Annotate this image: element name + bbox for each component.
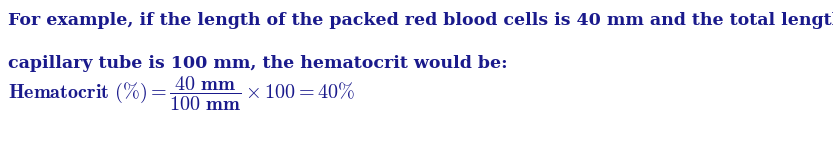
Text: $\mathbf{Hematocrit\ (\%) = \dfrac{40\ mm}{100\ mm} \times 100 = 40\%}$: $\mathbf{Hematocrit\ (\%) = \dfrac{40\ m…: [8, 74, 356, 113]
Text: For example, if the length of the packed red blood cells is 40 mm and the total : For example, if the length of the packed…: [8, 12, 833, 29]
Text: capillary tube is 100 mm, the hematocrit would be:: capillary tube is 100 mm, the hematocrit…: [8, 55, 508, 72]
